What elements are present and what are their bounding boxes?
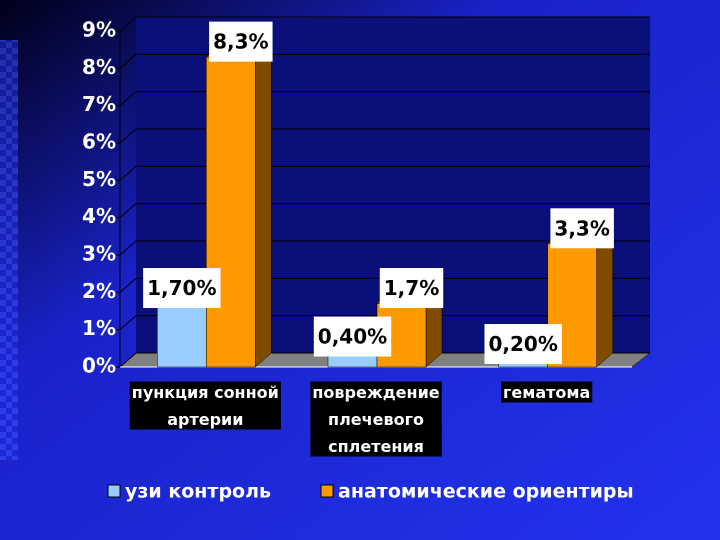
y-tick-label: 5% <box>82 167 116 191</box>
label-bg <box>310 381 442 457</box>
value-label: 0,40% <box>318 325 387 349</box>
legend-swatch <box>320 484 334 498</box>
bar-side <box>596 229 613 368</box>
value-label: 8,3% <box>213 30 268 54</box>
legend-label: анатомические ориентиры <box>338 481 634 503</box>
grid-line <box>119 91 650 107</box>
value-label-bg <box>484 324 562 365</box>
y-tick-label: 6% <box>82 130 116 154</box>
y-tick-label: 7% <box>82 92 116 116</box>
value-label: 1,7% <box>384 276 439 300</box>
legend-swatch <box>107 484 121 498</box>
value-label: 0,20% <box>488 332 557 356</box>
bar-side <box>255 42 272 368</box>
y-tick-label: 3% <box>82 242 116 266</box>
value-label: 3,3% <box>554 216 609 240</box>
value-label-bg <box>209 21 273 62</box>
grid-line <box>119 203 650 219</box>
value-label-bg <box>550 208 614 249</box>
bar <box>157 303 207 368</box>
x-tick-label: пункция сонной артерии <box>132 383 279 429</box>
label-bg <box>129 381 281 430</box>
grid-line <box>119 352 650 368</box>
value-label: 1,70% <box>147 276 216 300</box>
grid-line <box>119 315 650 331</box>
grid-line <box>119 16 650 32</box>
y-tick-label: 8% <box>82 55 116 79</box>
value-label-bg <box>379 268 444 309</box>
y-tick-label: 2% <box>82 279 116 303</box>
label-bg <box>501 381 593 403</box>
grid-line <box>119 277 650 293</box>
y-tick-label: 4% <box>82 204 116 228</box>
grid-line <box>119 165 650 181</box>
grid-line <box>119 240 650 256</box>
bar <box>206 56 256 368</box>
decor <box>0 40 18 460</box>
x-tick-label: гематома <box>503 383 590 402</box>
y-tick-label: 1% <box>82 316 116 340</box>
y-tick-label: 0% <box>82 354 116 378</box>
value-label-bg <box>313 316 392 357</box>
legend-label: узи контроль <box>125 481 271 503</box>
value-label-bg <box>143 268 221 309</box>
y-tick-label: 9% <box>82 18 116 42</box>
grid-line <box>119 128 650 144</box>
grid-line <box>119 53 650 69</box>
x-tick-label: повреждение плечевого сплетения <box>312 383 439 456</box>
